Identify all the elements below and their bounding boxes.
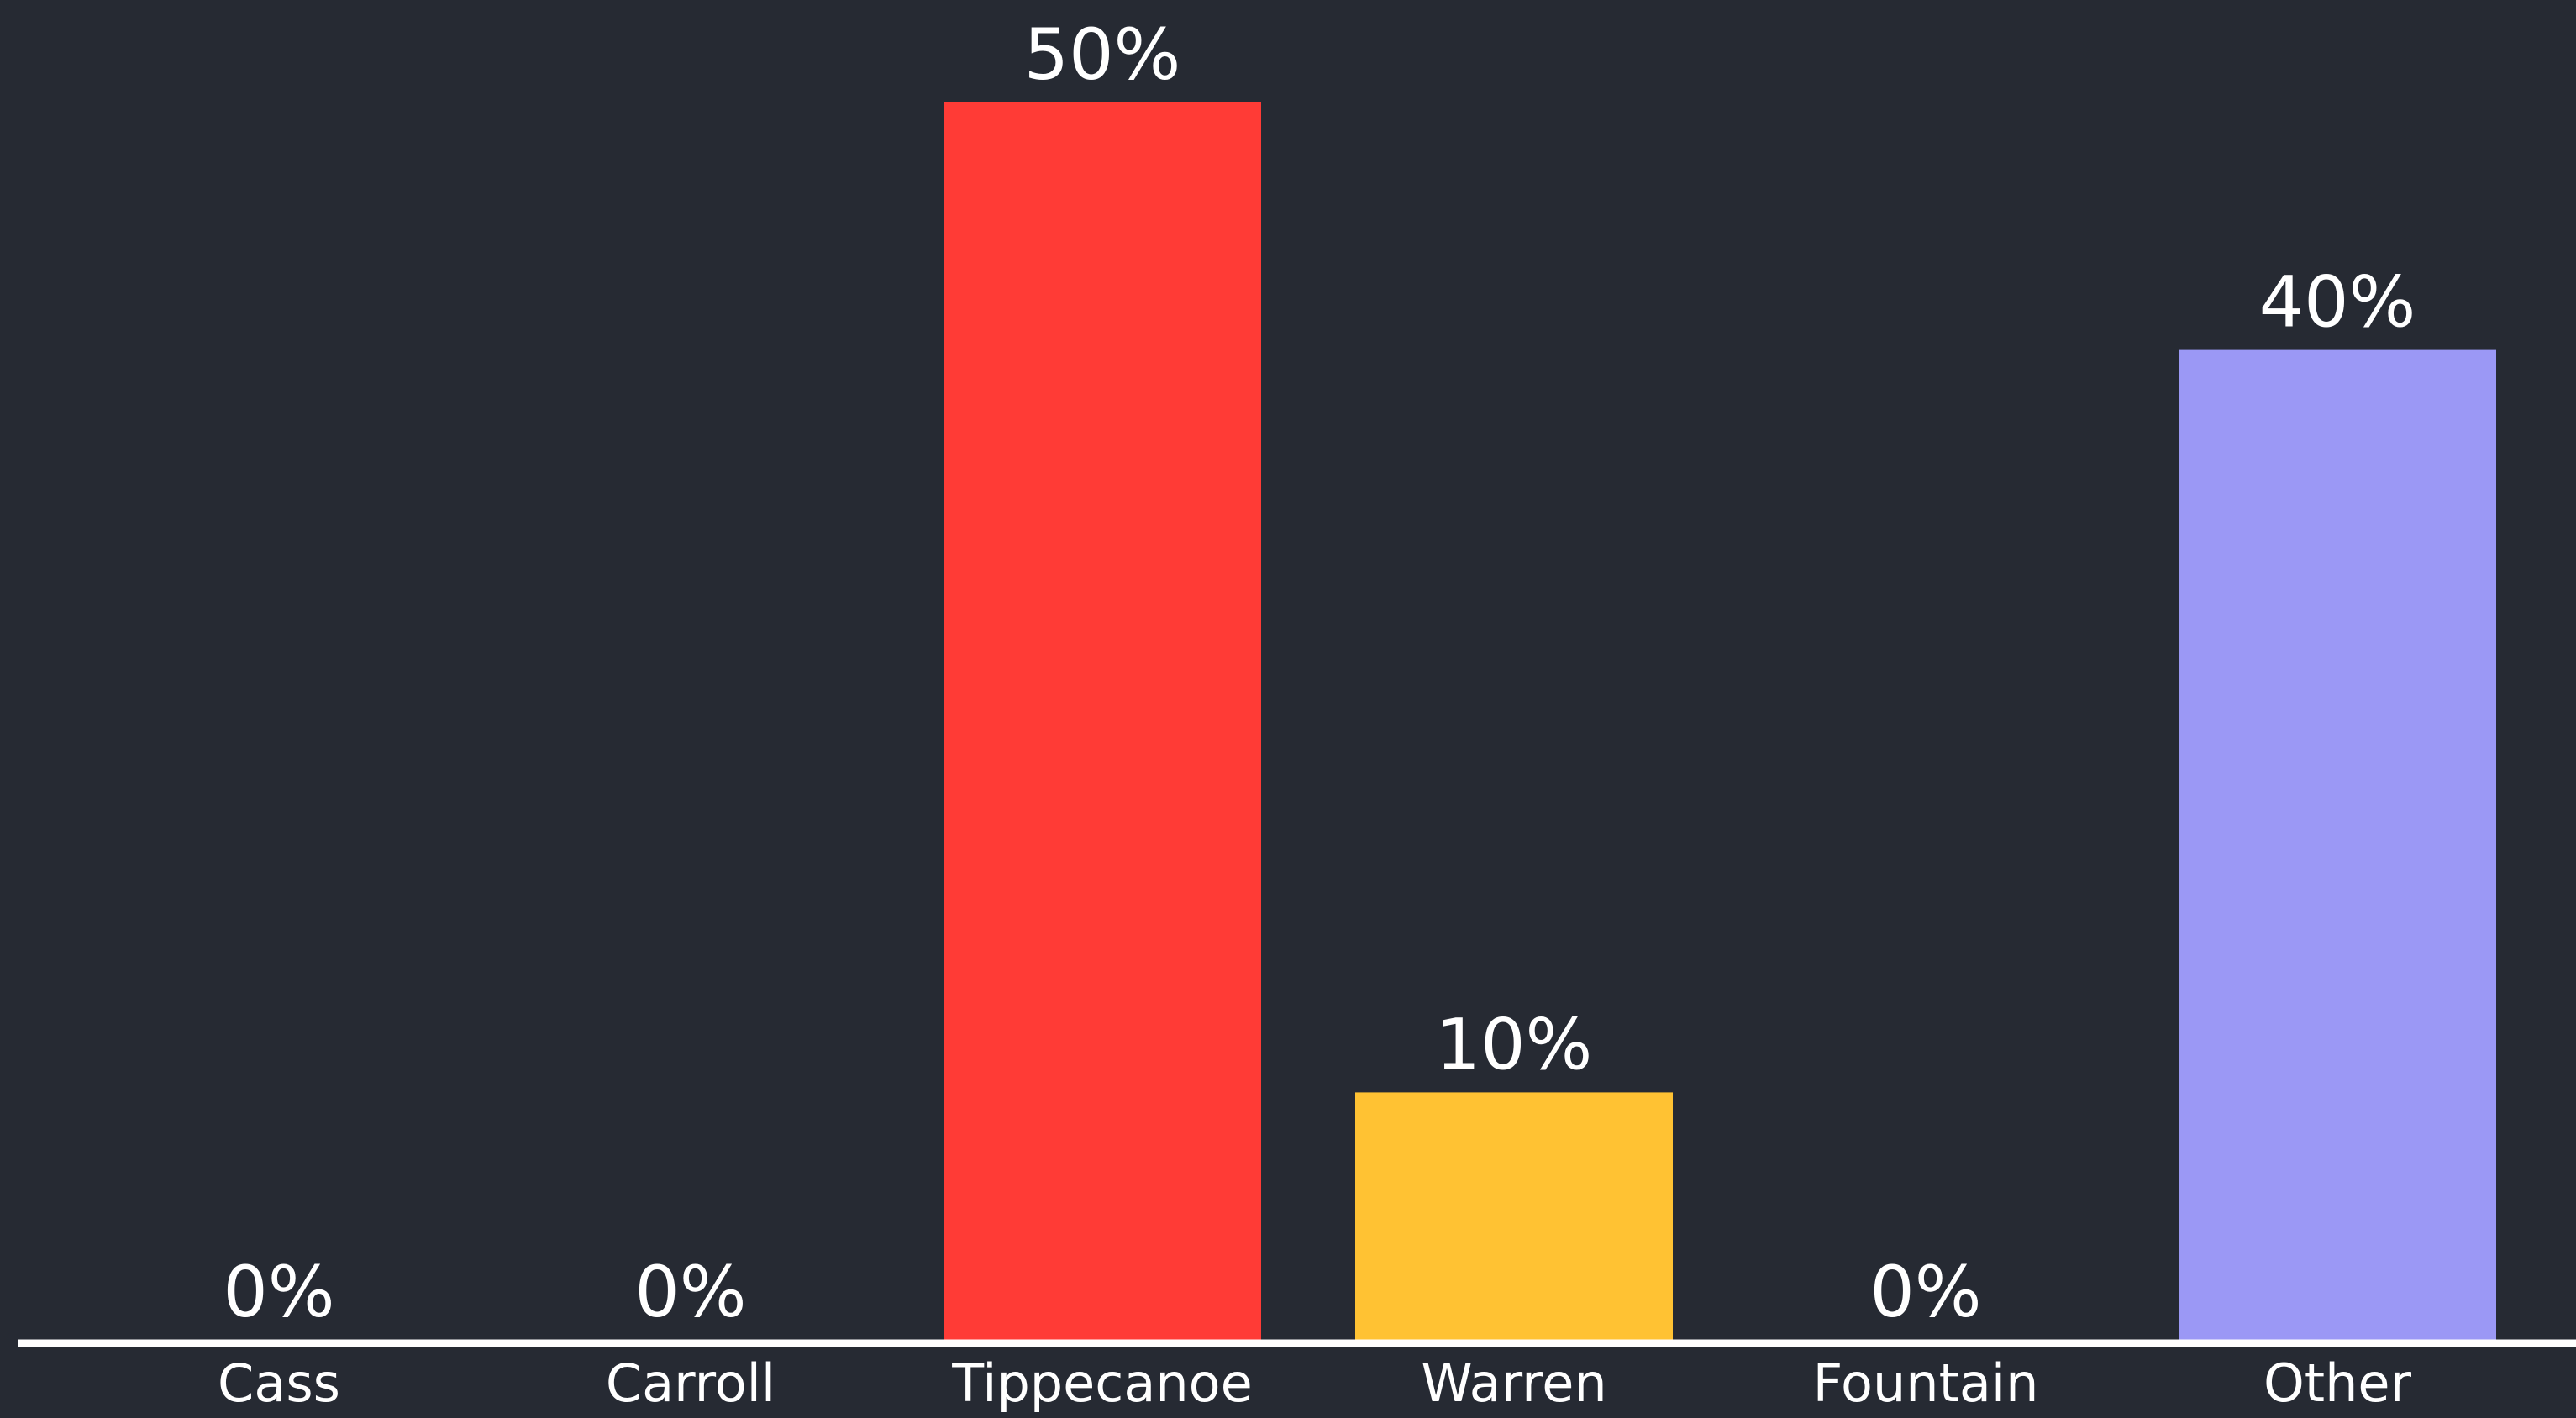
value-labels-group: 0% 0% 50% 10% 0% 40% [223,13,2416,1333]
value-label-cass: 0% [223,1251,334,1333]
value-label-warren: 10% [1436,1003,1593,1085]
value-label-carroll: 0% [634,1251,746,1333]
value-label-tippecanoe: 50% [1024,13,1181,96]
value-label-fountain: 0% [1869,1251,1981,1333]
bar-warren [1355,1092,1673,1340]
bars-group [944,102,2496,1341]
category-labels-group: Cass Carroll Tippecanoe Warren Fountain Other [218,1352,2411,1414]
value-label-other: 40% [2259,261,2416,344]
category-label-tippecanoe: Tippecanoe [951,1352,1253,1414]
category-label-carroll: Carroll [606,1352,775,1414]
bar-other [2179,349,2496,1341]
category-label-fountain: Fountain [1813,1352,2039,1414]
category-label-cass: Cass [218,1352,340,1414]
bar-tippecanoe [944,102,1261,1340]
category-label-warren: Warren [1421,1352,1606,1414]
category-label-other: Other [2263,1352,2412,1414]
